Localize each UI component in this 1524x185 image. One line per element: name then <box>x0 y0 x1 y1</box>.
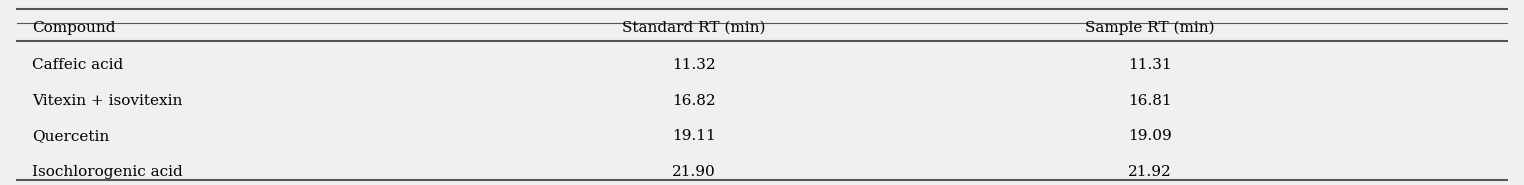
Text: Caffeic acid: Caffeic acid <box>32 58 123 72</box>
Text: Sample RT (min): Sample RT (min) <box>1085 21 1215 35</box>
Text: 16.82: 16.82 <box>672 94 715 108</box>
Text: Vitexin + isovitexin: Vitexin + isovitexin <box>32 94 183 108</box>
Text: Quercetin: Quercetin <box>32 129 110 143</box>
Text: 19.09: 19.09 <box>1128 129 1172 143</box>
Text: 21.92: 21.92 <box>1128 165 1172 179</box>
Text: Standard RT (min): Standard RT (min) <box>622 21 765 35</box>
Text: 21.90: 21.90 <box>672 165 715 179</box>
Text: 11.32: 11.32 <box>672 58 715 72</box>
Text: 16.81: 16.81 <box>1128 94 1172 108</box>
Text: 11.31: 11.31 <box>1128 58 1172 72</box>
Text: Isochlorogenic acid: Isochlorogenic acid <box>32 165 183 179</box>
Text: 19.11: 19.11 <box>672 129 715 143</box>
Text: Compound: Compound <box>32 21 116 35</box>
